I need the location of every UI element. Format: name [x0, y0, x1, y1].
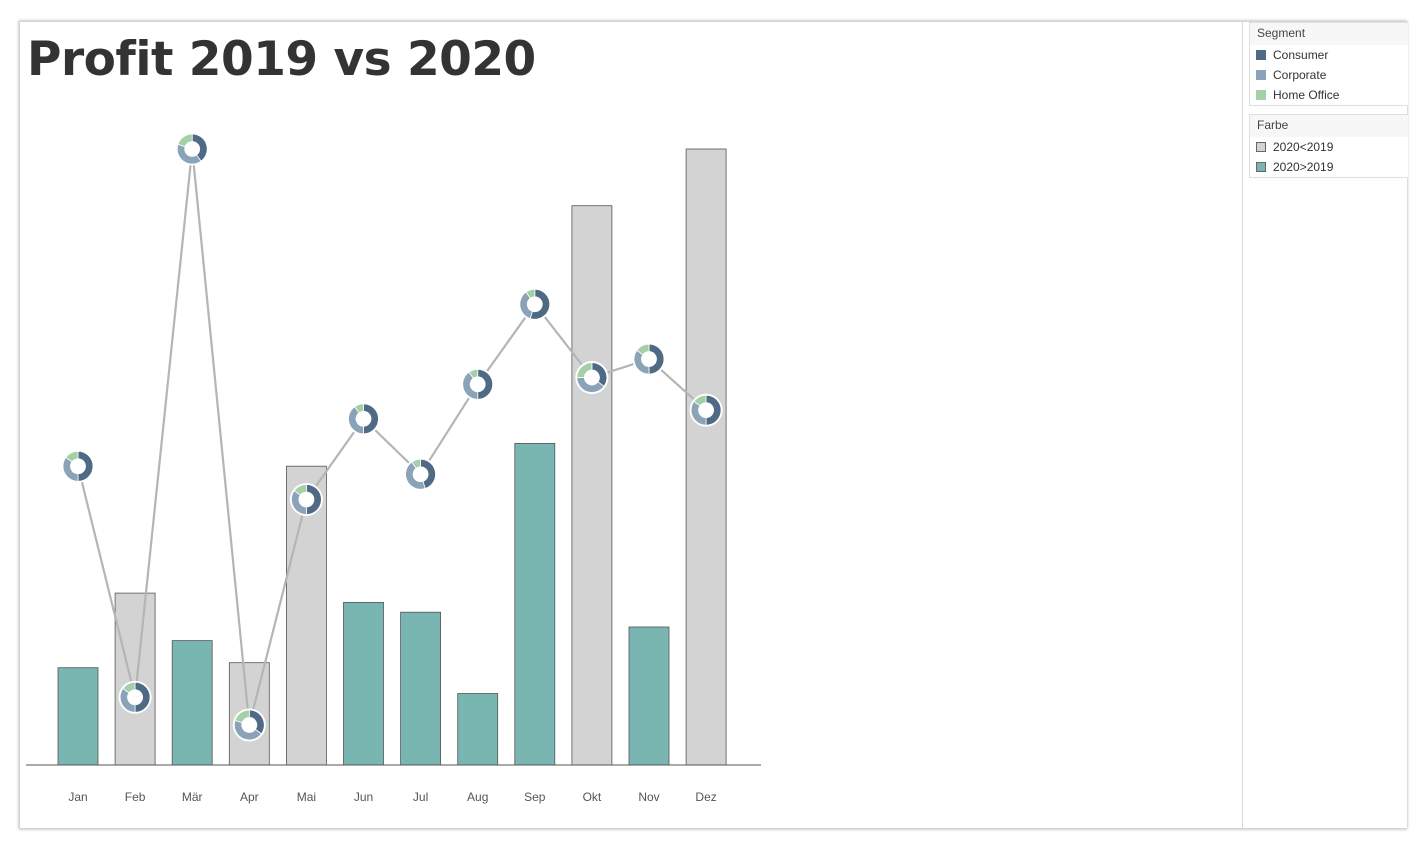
- x-tick-label: Apr: [240, 790, 259, 804]
- donut-slice-home-office: [234, 709, 250, 724]
- legend-label: 2020>2019: [1273, 160, 1334, 174]
- bar-nov[interactable]: [628, 626, 670, 766]
- legend-item-corporate[interactable]: Corporate: [1250, 65, 1408, 85]
- corporate-swatch: [1256, 70, 1266, 80]
- legend-item-2020-higher[interactable]: 2020>2019: [1250, 157, 1408, 177]
- donut-slice-home-office: [177, 133, 193, 148]
- bar-aug[interactable]: [457, 693, 499, 766]
- bar-feb[interactable]: [114, 592, 156, 766]
- donut-marker-jan[interactable]: [61, 449, 95, 483]
- bar-dez[interactable]: [685, 148, 727, 766]
- x-tick-label: Sep: [524, 790, 546, 804]
- donut-marker-aug[interactable]: [461, 367, 495, 401]
- donut-slice-home-office: [65, 450, 79, 463]
- legend-item-2020-lower[interactable]: 2020<2019: [1250, 137, 1408, 157]
- donut-marker-sep[interactable]: [518, 287, 552, 321]
- legend-label: 2020<2019: [1273, 140, 1334, 154]
- profit-chart[interactable]: Jan Feb Mär Apr Mai Jun Jul Aug Sep Okt Nov Dez: [20, 22, 1242, 828]
- bar-okt[interactable]: [571, 205, 613, 766]
- bar-jan[interactable]: [57, 667, 99, 766]
- farbe-legend-title: Farbe: [1250, 115, 1408, 137]
- donut-slice-home-office: [525, 288, 536, 299]
- segment-legend[interactable]: Segment Consumer Corporate Home Office: [1249, 22, 1408, 106]
- segment-legend-title: Segment: [1250, 23, 1408, 45]
- donut-slice-home-office: [354, 403, 364, 414]
- x-tick-label: Feb: [125, 790, 146, 804]
- bar-jun[interactable]: [343, 602, 384, 766]
- bar-jul[interactable]: [400, 611, 442, 766]
- donut-marker-dez[interactable]: [689, 393, 723, 427]
- donut-slice-home-office: [636, 343, 650, 356]
- donut-marker-jul[interactable]: [404, 457, 438, 491]
- donut-marker-feb[interactable]: [118, 680, 152, 714]
- x-tick-label: Nov: [638, 790, 659, 804]
- legend-item-home-office[interactable]: Home Office: [1250, 85, 1408, 105]
- donut-slice-home-office: [576, 362, 593, 378]
- donut-slice-home-office: [411, 458, 421, 469]
- bar-sep[interactable]: [514, 442, 556, 766]
- legend-item-consumer[interactable]: Consumer: [1250, 45, 1408, 65]
- legend-label: Home Office: [1273, 88, 1340, 102]
- donut-slice-home-office: [468, 368, 479, 379]
- donut-marker-nov[interactable]: [632, 342, 666, 376]
- farbe-legend[interactable]: Farbe 2020<2019 2020>2019: [1249, 114, 1408, 178]
- x-tick-label: Mär: [182, 790, 203, 804]
- legend-label: Corporate: [1273, 68, 1327, 82]
- donut-marker-apr[interactable]: [232, 708, 266, 742]
- donut-marker-okt[interactable]: [575, 361, 609, 395]
- donut-slice-home-office: [693, 394, 707, 407]
- x-tick-label: Jan: [68, 790, 87, 804]
- x-tick-label: Aug: [467, 790, 488, 804]
- x-tick-label: Dez: [695, 790, 716, 804]
- consumer-swatch: [1256, 50, 1266, 60]
- legend-label: Consumer: [1273, 48, 1329, 62]
- x-tick-label: Mai: [297, 790, 316, 804]
- donut-marker-mai[interactable]: [289, 483, 323, 517]
- donut-marker-jun[interactable]: [347, 402, 380, 436]
- donut-marker-mär[interactable]: [175, 132, 209, 166]
- x-tick-label: Jun: [354, 790, 373, 804]
- lower-swatch: [1256, 142, 1266, 152]
- dashboard-frame: Profit 2019 vs 2020 Jan Feb Mär Apr Mai Jun Ju…: [19, 21, 1408, 829]
- donut-slice-home-office: [122, 681, 136, 694]
- x-tick-label: Jul: [413, 790, 428, 804]
- legend-panel: Segment Consumer Corporate Home Office F…: [1242, 22, 1408, 828]
- donut-slice-home-office: [293, 484, 307, 496]
- bar-mär[interactable]: [171, 640, 213, 766]
- page-title: Profit 2019 vs 2020: [27, 32, 536, 87]
- x-tick-label: Okt: [583, 790, 602, 804]
- higher-swatch: [1256, 162, 1266, 172]
- home-office-swatch: [1256, 90, 1266, 100]
